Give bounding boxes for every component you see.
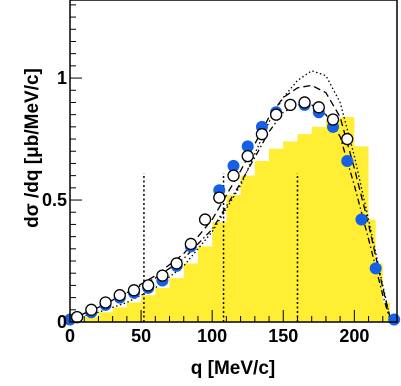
open-data-point: [127, 284, 141, 297]
open-data-point: [227, 169, 240, 182]
filled-data-point: [227, 159, 240, 172]
x-tick-label: 0: [65, 326, 75, 346]
filled-data-point: [369, 262, 382, 275]
open-data-point: [198, 213, 212, 226]
axes: 0 50 100 150 200 0 0.5 1: [42, 0, 398, 346]
y-axis-label: dσ /dq [μb/MeV/c]: [22, 68, 43, 228]
filled-data-point: [388, 313, 401, 326]
filled-data-point: [241, 140, 254, 153]
open-data-point: [255, 128, 269, 141]
x-axis-label: q [MeV/c]: [191, 358, 275, 379]
open-data-point: [298, 96, 311, 109]
open-data-point: [70, 310, 84, 324]
open-data-point: [341, 132, 354, 146]
x-tick-label: 200: [339, 326, 369, 346]
open-data-point: [270, 108, 283, 121]
open-data-point: [113, 289, 126, 302]
x-tick-label: 50: [131, 326, 151, 346]
open-data-point: [99, 296, 112, 309]
filled-data-point: [341, 155, 354, 167]
open-data-point: [184, 237, 197, 251]
open-data-point: [156, 269, 169, 282]
plot-area: [64, 70, 401, 326]
plot-frame: [69, 0, 398, 323]
y-tick-label: 0: [57, 312, 67, 332]
open-data-point: [312, 101, 325, 114]
open-data-point: [241, 149, 254, 163]
x-tick-label: 150: [268, 326, 298, 346]
open-data-point: [85, 303, 98, 316]
dashed-curve: [69, 84, 391, 321]
open-data-point: [142, 279, 155, 292]
filled-data-point: [355, 213, 368, 226]
y-tick-label: 1: [57, 68, 67, 88]
open-data-point: [170, 257, 183, 270]
histogram-fill: [70, 117, 390, 322]
open-data-point: [326, 113, 340, 126]
x-tick-label: 100: [197, 326, 227, 346]
y-tick-label: 0.5: [42, 190, 67, 210]
open-data-point: [213, 191, 226, 204]
open-data-point: [284, 98, 297, 112]
